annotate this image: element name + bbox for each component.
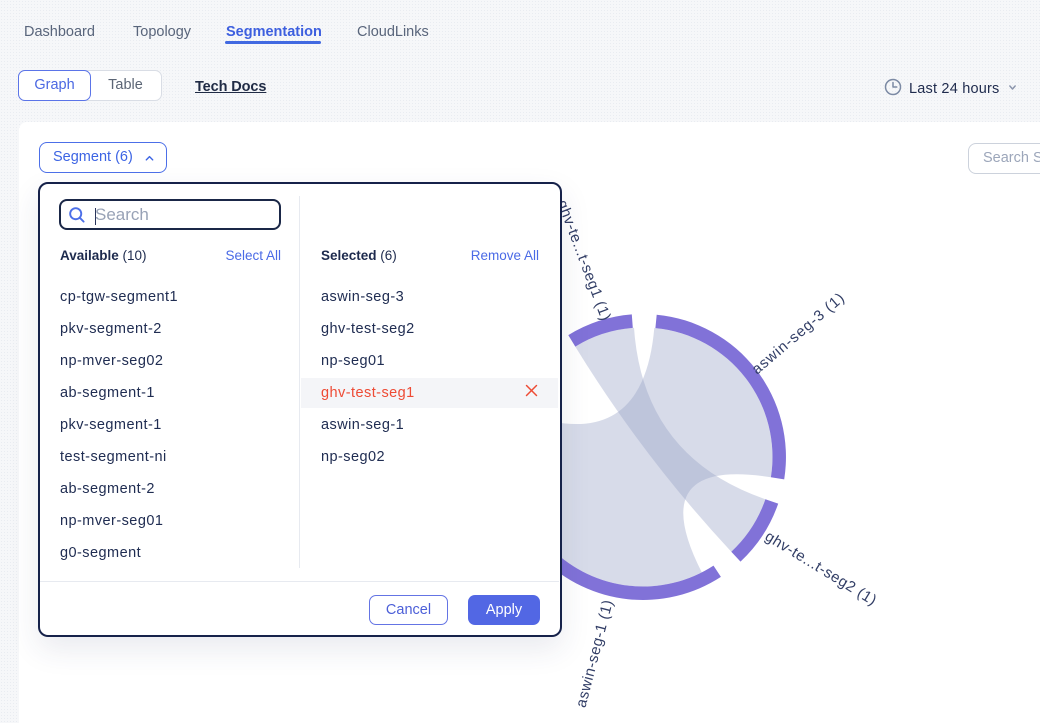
svg-text:aswin-seg-3 (1): aswin-seg-3 (1) (749, 289, 849, 378)
svg-text:ghv-te...t-seg2 (1): ghv-te...t-seg2 (1) (762, 528, 880, 609)
svg-text:aswin-seg-1 (1): aswin-seg-1 (1) (573, 598, 617, 710)
svg-text:ghv-te...t-seg1 (1): ghv-te...t-seg1 (1) (553, 198, 614, 324)
